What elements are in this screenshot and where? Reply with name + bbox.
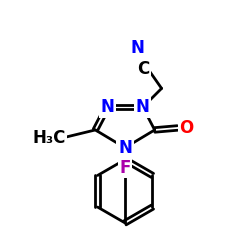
Text: N: N xyxy=(131,39,145,57)
Text: N: N xyxy=(136,98,150,116)
Text: F: F xyxy=(119,158,131,176)
Text: C: C xyxy=(137,60,149,78)
Text: N: N xyxy=(131,39,145,57)
Text: C: C xyxy=(137,60,149,78)
Text: N: N xyxy=(100,98,114,116)
Text: O: O xyxy=(179,119,194,137)
Text: N: N xyxy=(136,98,150,116)
Text: N: N xyxy=(118,139,132,157)
Text: H₃C: H₃C xyxy=(32,129,66,147)
Text: H₃C: H₃C xyxy=(32,129,66,147)
Text: F: F xyxy=(119,158,131,176)
Text: N: N xyxy=(100,98,114,116)
Text: O: O xyxy=(179,119,194,137)
Text: N: N xyxy=(118,139,132,157)
